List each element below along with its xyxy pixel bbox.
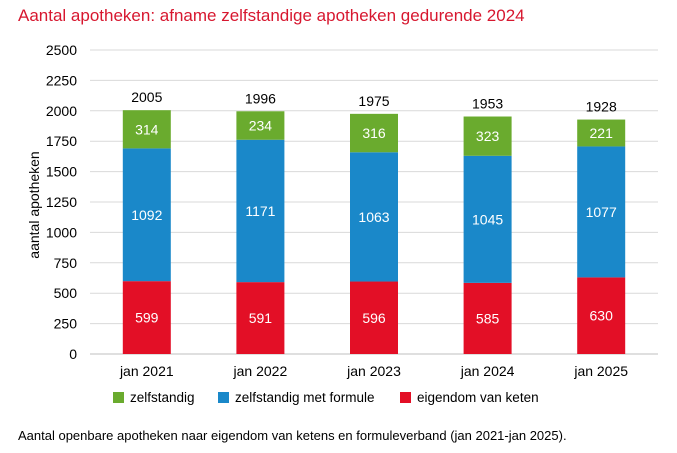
- bar-value-label: 1077: [586, 204, 617, 220]
- bar-value-label: 596: [362, 310, 386, 326]
- bar-total-label: 2005: [131, 89, 162, 105]
- y-tick-label: 750: [54, 255, 78, 271]
- y-tick-label: 500: [54, 285, 78, 301]
- bar-segment: [577, 146, 626, 278]
- chart-caption: Aantal openbare apotheken naar eigendom …: [18, 428, 567, 443]
- bar-segment: [122, 110, 171, 149]
- x-tick-label: jan 2025: [573, 363, 628, 379]
- stacked-bar-chart: 0 250 500 750 1000 1250 1500 1750 2000 2250 2500 5…: [26, 42, 658, 379]
- bar-value-label: 316: [362, 125, 386, 141]
- bar-segment: [577, 277, 626, 354]
- y-tick-label: 2000: [46, 103, 77, 119]
- bar-segment: [122, 281, 171, 354]
- bar-segment: [463, 116, 512, 156]
- bar-value-label: 591: [249, 310, 273, 326]
- x-tick-label: jan 2021: [119, 363, 174, 379]
- y-tick-label: 2250: [46, 72, 77, 88]
- legend-label: eigendom van keten: [417, 390, 539, 405]
- legend-item-eigendom-van-keten: eigendom van keten: [400, 390, 539, 405]
- legend-item-zelfstandig-met-formule: zelfstandig met formule: [218, 390, 375, 405]
- bar-segment: [350, 281, 398, 354]
- bar-value-label: 599: [135, 310, 159, 326]
- legend-label: zelfstandig: [130, 390, 195, 405]
- legend: zelfstandig zelfstandig met formule eige…: [0, 390, 677, 410]
- bar-value-label: 1045: [472, 211, 503, 227]
- legend-swatch-keten: [400, 392, 411, 403]
- y-tick-label: 1000: [46, 224, 77, 240]
- x-axis-ticks: jan 2021 jan 2022 jan 2023 jan 2024 jan 2025: [119, 363, 628, 379]
- legend-item-zelfstandig: zelfstandig: [113, 390, 195, 405]
- bar-value-label: 585: [476, 310, 500, 326]
- bar-value-label: 630: [590, 308, 614, 324]
- data-labels: 599 1092 314 2005 591 1171 234 1996 596 1063 316 19…: [131, 89, 617, 326]
- bar-value-label: 314: [135, 121, 159, 137]
- bar-segment: [463, 282, 512, 354]
- y-tick-label: 1250: [46, 194, 77, 210]
- bar-value-label: 1063: [358, 209, 389, 225]
- bar-segment: [463, 155, 512, 283]
- chart-title: Aantal apotheken: afname zelfstandige ap…: [18, 6, 525, 25]
- bar-value-label: 323: [476, 128, 500, 144]
- legend-swatch-zelfstandig: [113, 392, 124, 403]
- bar-value-label: 234: [249, 118, 273, 134]
- bar-segment: [577, 119, 626, 147]
- y-tick-label: 2500: [46, 42, 77, 58]
- bar-segment: [236, 139, 285, 283]
- y-axis-ticks: 0 250 500 750 1000 1250 1500 1750 2000 2250 2500: [46, 42, 77, 362]
- legend-swatch-formule: [218, 392, 229, 403]
- bar-segment: [236, 282, 285, 354]
- y-tick-label: 250: [54, 316, 78, 332]
- bar-total-label: 1975: [358, 93, 389, 109]
- x-tick-label: jan 2023: [346, 363, 401, 379]
- y-tick-label: 1500: [46, 164, 77, 180]
- x-tick-label: jan 2024: [460, 363, 515, 379]
- x-tick-label: jan 2022: [233, 363, 288, 379]
- y-tick-label: 0: [69, 346, 77, 362]
- bar-segment: [350, 113, 398, 153]
- bar-total-label: 1996: [245, 90, 276, 106]
- bar-segment: [236, 111, 285, 140]
- bar-value-label: 221: [590, 125, 614, 141]
- y-tick-label: 1750: [46, 133, 77, 149]
- bar-segment: [122, 148, 171, 282]
- bar-value-label: 1171: [245, 203, 275, 219]
- bars: [122, 110, 626, 354]
- legend-label: zelfstandig met formule: [235, 390, 375, 405]
- bar-total-label: 1953: [472, 96, 503, 112]
- bar-segment: [350, 152, 398, 282]
- bar-total-label: 1928: [586, 99, 617, 115]
- y-axis-label: aantal apotheken: [26, 151, 42, 258]
- bar-value-label: 1092: [131, 207, 162, 223]
